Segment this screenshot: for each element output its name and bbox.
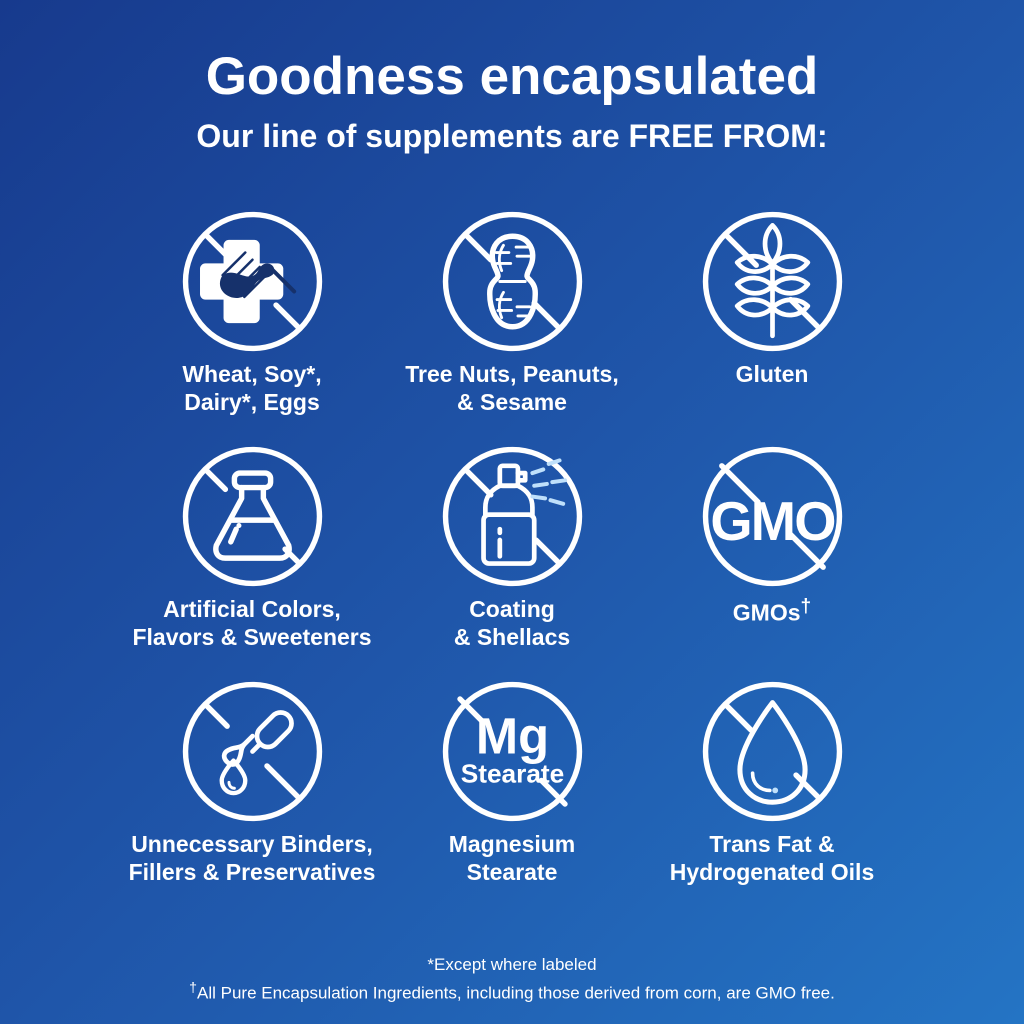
svg-text:Stearate: Stearate (460, 758, 564, 788)
svg-text:Mg: Mg (475, 707, 548, 764)
svg-text:GMO: GMO (710, 491, 834, 552)
